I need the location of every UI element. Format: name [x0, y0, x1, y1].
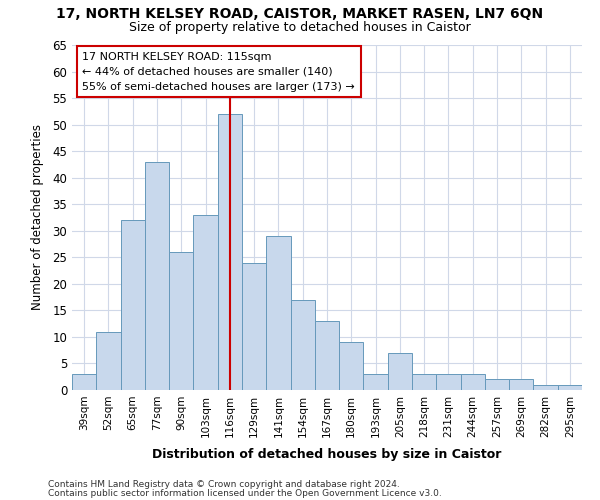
Bar: [72, 374, 96, 390]
Bar: [266, 236, 290, 390]
Y-axis label: Number of detached properties: Number of detached properties: [31, 124, 44, 310]
Bar: [412, 374, 436, 390]
Bar: [533, 384, 558, 390]
Bar: [193, 215, 218, 390]
Bar: [315, 321, 339, 390]
Bar: [485, 380, 509, 390]
Bar: [339, 342, 364, 390]
Bar: [509, 380, 533, 390]
Text: 17 NORTH KELSEY ROAD: 115sqm
← 44% of detached houses are smaller (140)
55% of s: 17 NORTH KELSEY ROAD: 115sqm ← 44% of de…: [82, 52, 355, 92]
Bar: [558, 384, 582, 390]
Bar: [121, 220, 145, 390]
Bar: [364, 374, 388, 390]
Bar: [290, 300, 315, 390]
Bar: [388, 353, 412, 390]
Bar: [145, 162, 169, 390]
Bar: [436, 374, 461, 390]
Text: 17, NORTH KELSEY ROAD, CAISTOR, MARKET RASEN, LN7 6QN: 17, NORTH KELSEY ROAD, CAISTOR, MARKET R…: [56, 8, 544, 22]
Bar: [242, 262, 266, 390]
Text: Contains public sector information licensed under the Open Government Licence v3: Contains public sector information licen…: [48, 489, 442, 498]
Bar: [461, 374, 485, 390]
X-axis label: Distribution of detached houses by size in Caistor: Distribution of detached houses by size …: [152, 448, 502, 461]
Bar: [96, 332, 121, 390]
Bar: [218, 114, 242, 390]
Text: Contains HM Land Registry data © Crown copyright and database right 2024.: Contains HM Land Registry data © Crown c…: [48, 480, 400, 489]
Bar: [169, 252, 193, 390]
Text: Size of property relative to detached houses in Caistor: Size of property relative to detached ho…: [129, 21, 471, 34]
